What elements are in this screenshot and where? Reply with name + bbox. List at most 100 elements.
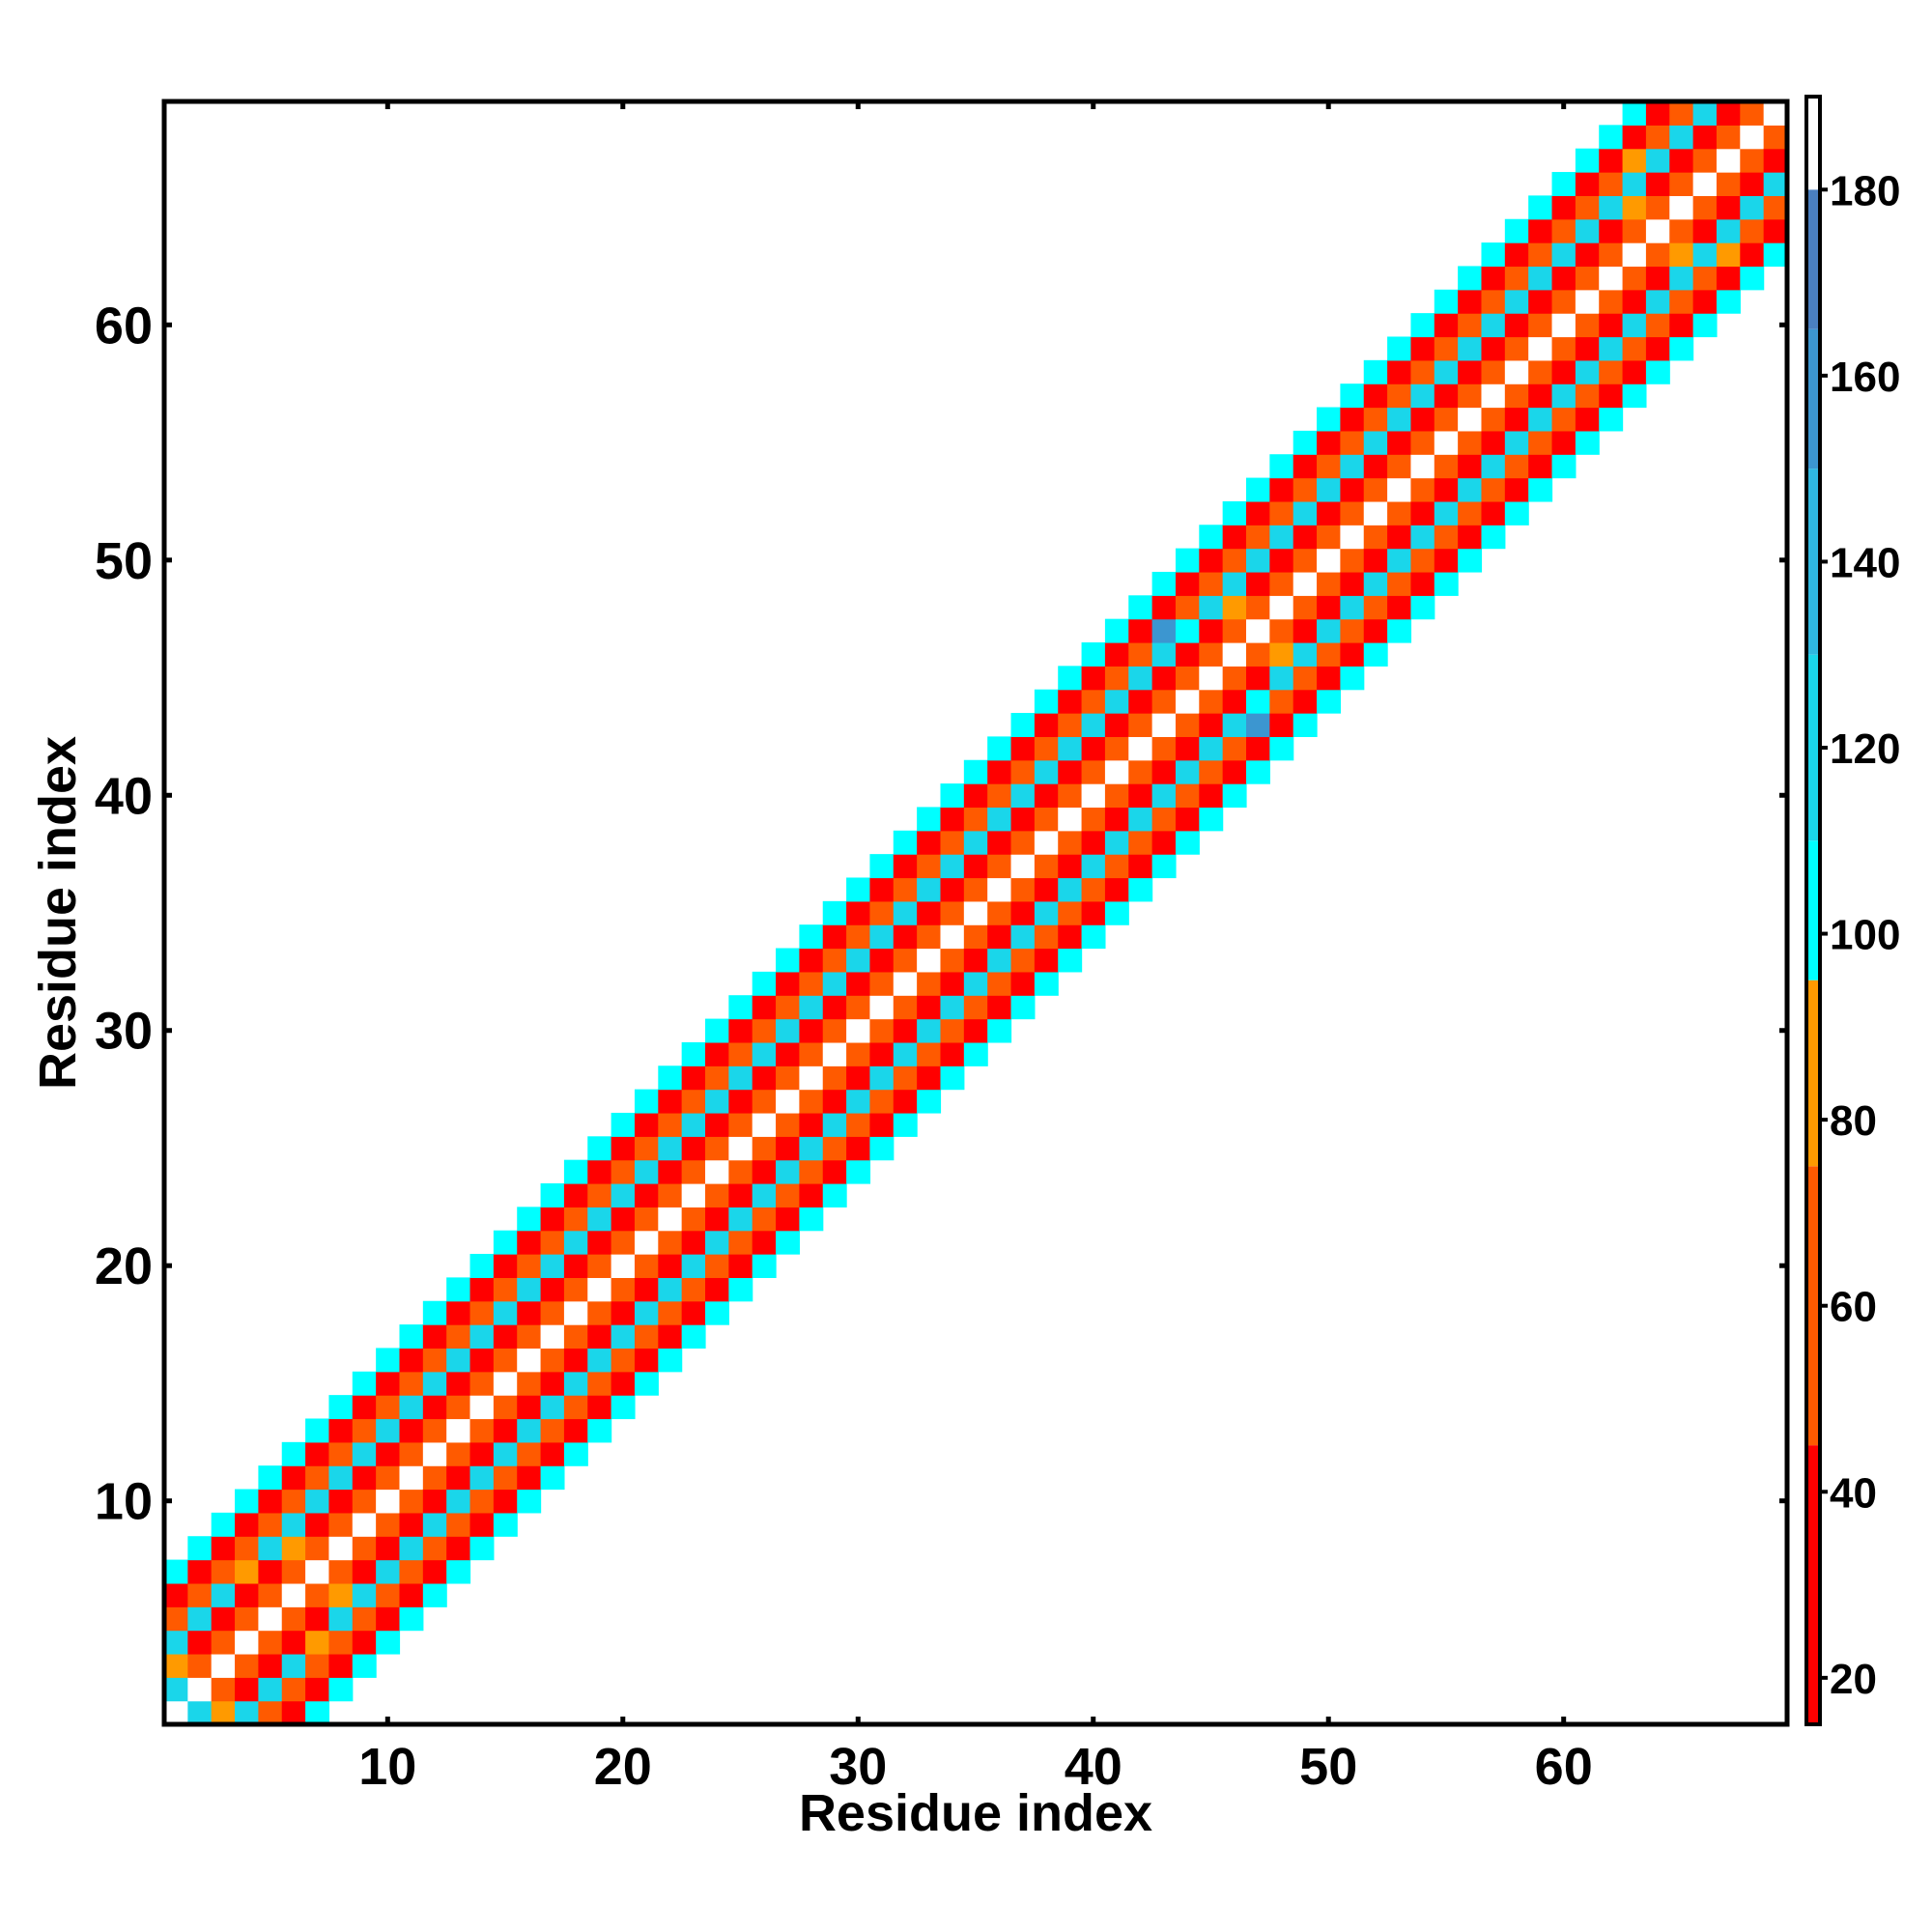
heatmap-cell [1645, 148, 1670, 173]
heatmap-cell [1034, 759, 1059, 784]
heatmap-cell [1317, 642, 1341, 667]
heatmap-cell [1246, 642, 1270, 667]
heatmap-cell [1199, 759, 1224, 784]
heatmap-cell [1246, 759, 1270, 784]
heatmap-cell [728, 1041, 753, 1066]
heatmap-cell [1246, 571, 1270, 596]
heatmap-cell [1222, 783, 1247, 809]
heatmap-cell [1692, 148, 1718, 173]
heatmap-cell [1010, 807, 1036, 832]
heatmap-cell [587, 1300, 612, 1325]
heatmap-cell [563, 1441, 588, 1466]
heatmap-cell [1293, 595, 1318, 620]
heatmap-cell [963, 1018, 988, 1043]
heatmap-cell [1034, 830, 1059, 855]
heatmap-cell [869, 948, 895, 973]
y-tick-label: 50 [95, 532, 153, 590]
heatmap-cell [1010, 830, 1036, 855]
heatmap-cell [1575, 359, 1600, 384]
heatmap-cell [399, 1324, 424, 1350]
heatmap-cell [1410, 359, 1435, 384]
heatmap-cell [752, 1159, 777, 1184]
heatmap-cell [563, 1277, 588, 1302]
heatmap-cell [540, 1254, 565, 1278]
heatmap-cell [211, 1582, 236, 1607]
heatmap-cell [235, 1700, 259, 1725]
heatmap-cell [822, 1041, 847, 1066]
heatmap-cell [1434, 477, 1459, 502]
heatmap-cell [705, 1183, 729, 1208]
heatmap-cell [1504, 477, 1529, 502]
heatmap-cell [799, 1159, 824, 1184]
heatmap-cell [1269, 500, 1294, 526]
heatmap-cell [634, 1159, 659, 1184]
heatmap-cell [446, 1441, 471, 1466]
heatmap-cell [352, 1559, 377, 1584]
heatmap-cell [352, 1653, 377, 1678]
heatmap-cell [893, 924, 918, 950]
heatmap-cell [1363, 525, 1388, 550]
heatmap-cell [1034, 854, 1059, 879]
heatmap-cell [1669, 125, 1694, 150]
heatmap-cell [517, 1489, 542, 1514]
heatmap-cell [517, 1418, 542, 1443]
heatmap-cell [1387, 571, 1412, 596]
heatmap-cell [1599, 242, 1624, 268]
heatmap-cell [422, 1489, 447, 1514]
heatmap-cell [563, 1300, 588, 1325]
heatmap-cell [187, 1653, 213, 1678]
heatmap-cell [940, 995, 965, 1020]
heatmap-cell [1622, 172, 1647, 196]
heatmap-cell [728, 1254, 753, 1278]
heatmap-cell [987, 900, 1012, 925]
heatmap-cell [493, 1418, 518, 1443]
heatmap-cell [1081, 783, 1106, 809]
heatmap-cell [1528, 359, 1553, 384]
heatmap-cell [705, 1018, 729, 1043]
heatmap-cell [893, 1041, 918, 1066]
heatmap-cell [705, 1041, 729, 1066]
heatmap-cell [1034, 783, 1059, 809]
heatmap-cell [1081, 689, 1106, 714]
heatmap-cell [1199, 713, 1224, 737]
heatmap-cell [281, 1465, 306, 1491]
heatmap-cell [1151, 830, 1177, 855]
heatmap-cell [1458, 430, 1483, 455]
heatmap-cell [1551, 407, 1577, 432]
heatmap-cell [1575, 242, 1600, 268]
heatmap-cell [328, 1630, 354, 1655]
heatmap-cell [1669, 172, 1694, 196]
heatmap-cell [846, 995, 871, 1020]
heatmap-cell [422, 1559, 447, 1584]
heatmap-cell [1458, 313, 1483, 338]
heatmap-cell [376, 1536, 401, 1561]
heatmap-cell [305, 1677, 330, 1702]
heatmap-cell [658, 1136, 683, 1161]
heatmap-cell [376, 1348, 401, 1373]
heatmap-cell [164, 1630, 188, 1655]
heatmap-cell [728, 995, 753, 1020]
heatmap-cell [1269, 689, 1294, 714]
heatmap-cell [1340, 500, 1365, 526]
heatmap-cell [1058, 689, 1083, 714]
heatmap-cell [799, 924, 824, 950]
heatmap-cell [422, 1536, 447, 1561]
heatmap-cell [681, 1300, 706, 1325]
heatmap-cell [563, 1324, 588, 1350]
heatmap-cell [1340, 666, 1365, 691]
heatmap-cell [328, 1441, 354, 1466]
heatmap-cell [281, 1559, 306, 1584]
heatmap-cell [1010, 713, 1036, 737]
x-tick-label: 60 [1535, 1738, 1593, 1796]
heatmap-cell [963, 830, 988, 855]
heatmap-cell [587, 1371, 612, 1396]
heatmap-cell [446, 1536, 471, 1561]
heatmap-cell [1481, 336, 1506, 361]
heatmap-cells [164, 101, 1788, 1725]
heatmap-cell [1293, 618, 1318, 643]
heatmap-cell [211, 1677, 236, 1702]
heatmap-cell [1458, 500, 1483, 526]
heatmap-cell [540, 1441, 565, 1466]
heatmap-cell [211, 1653, 236, 1678]
